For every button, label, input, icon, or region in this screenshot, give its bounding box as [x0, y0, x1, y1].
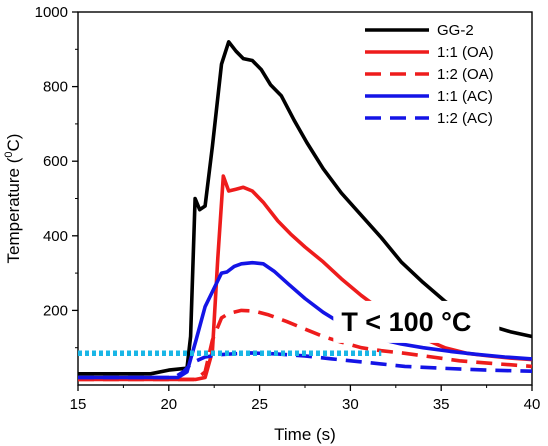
- series-line-3: [78, 308, 533, 382]
- annotation-background: [333, 300, 500, 343]
- axes: 15 20 25 30 35 40 200 400 600 800 1000 Time (s) Temp…: [3, 4, 540, 444]
- annotation-label: T < 100 °C: [341, 307, 471, 337]
- y-tick-label: 800: [43, 79, 68, 96]
- x-tick-label: 15: [70, 396, 87, 413]
- series-line-1: [78, 40, 533, 376]
- y-tick-label: 1000: [35, 4, 68, 21]
- x-tick-label: 25: [251, 396, 268, 413]
- x-axis-title: Time (s): [274, 425, 336, 444]
- y-axis-title-superscript: 0: [3, 152, 15, 158]
- legend-label-4: 1:1 (AC): [437, 88, 493, 105]
- series-line-2: [78, 174, 533, 382]
- x-tick-label: 40: [524, 396, 541, 413]
- legend: GG-2 1:1 (OA) 1:2 (OA) 1:1 (AC) 1:2 (AC): [365, 22, 494, 127]
- y-axis-title: Temperature (0C): [3, 134, 23, 264]
- y-axis-title-main: Temperature (: [4, 157, 23, 263]
- legend-label-1: GG-2: [437, 22, 474, 39]
- series-lines: [78, 40, 533, 382]
- legend-label-2: 1:1 (OA): [437, 44, 494, 61]
- legend-label-3: 1:2 (OA): [437, 66, 494, 83]
- legend-label-5: 1:2 (AC): [437, 110, 493, 127]
- series-line-4: [78, 260, 533, 380]
- y-axis-title-unit: C): [4, 134, 23, 152]
- annotation: T < 100 °C: [333, 300, 500, 343]
- x-tick-label: 20: [160, 396, 177, 413]
- x-tick-label: 30: [342, 396, 359, 413]
- y-tick-label: 200: [43, 302, 68, 319]
- y-tick-label: 600: [43, 153, 68, 170]
- y-tick-label: 400: [43, 228, 68, 245]
- x-tick-label: 35: [433, 396, 450, 413]
